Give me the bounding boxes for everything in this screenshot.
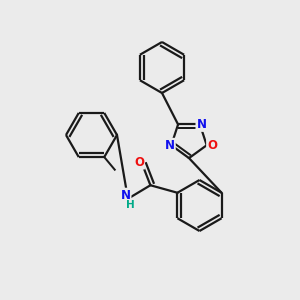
Text: O: O: [207, 139, 217, 152]
Text: N: N: [196, 118, 206, 131]
Text: H: H: [126, 200, 135, 210]
Text: N: N: [165, 139, 175, 152]
Text: O: O: [134, 156, 144, 169]
Text: N: N: [121, 189, 130, 202]
